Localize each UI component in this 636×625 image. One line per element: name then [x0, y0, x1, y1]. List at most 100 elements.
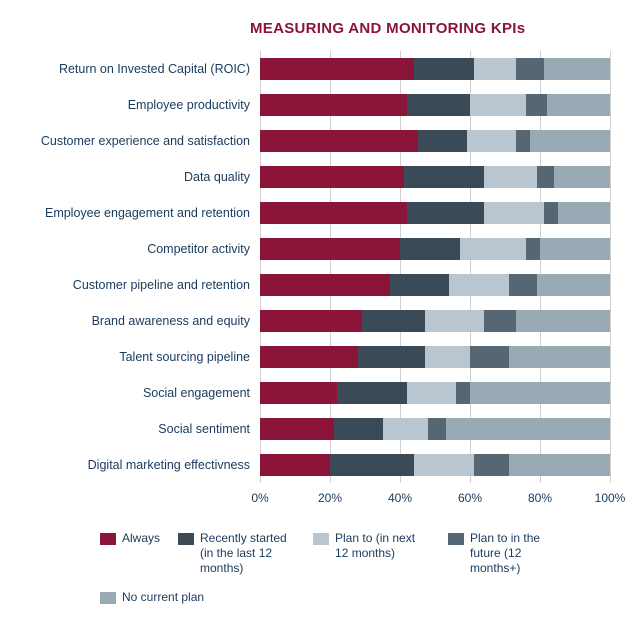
- x-tick-label: 0%: [251, 491, 268, 505]
- bar-segment-recent: [407, 94, 470, 116]
- bar-segment-noplan: [537, 274, 611, 296]
- bar-segment-plan12: [425, 346, 471, 368]
- bar-segment-noplan: [530, 130, 611, 152]
- bar-segment-noplan: [547, 94, 610, 116]
- bar-row: Brand awareness and equity: [30, 307, 616, 335]
- bar-segment-plan12: [449, 274, 509, 296]
- bar-segment-recent: [390, 274, 450, 296]
- bar-segment-plan12: [407, 382, 456, 404]
- bar-segment-planfut: [516, 130, 530, 152]
- bar-row: Digital marketing effectivness: [30, 451, 616, 479]
- bar-segment-always: [260, 58, 414, 80]
- bar-segment-planfut: [526, 238, 540, 260]
- legend: Always Recently started (in the last 12 m…: [100, 531, 616, 605]
- bar-track: [260, 418, 610, 440]
- bar-row: Talent sourcing pipeline: [30, 343, 616, 371]
- legend-swatch: [448, 533, 464, 545]
- bar-track: [260, 94, 610, 116]
- chart-title: MEASURING AND MONITORING KPIs: [250, 20, 616, 37]
- bar-segment-plan12: [460, 238, 527, 260]
- bar-segment-plan12: [467, 130, 516, 152]
- legend-label: Plan to (in next 12 months): [335, 531, 430, 561]
- bar-segment-planfut: [470, 346, 509, 368]
- bar-segment-noplan: [509, 346, 611, 368]
- bar-segment-plan12: [470, 94, 526, 116]
- legend-label: No current plan: [122, 590, 204, 605]
- legend-item: Recently started (in the last 12 months): [178, 531, 295, 576]
- bar-segment-noplan: [470, 382, 610, 404]
- bar-track: [260, 130, 610, 152]
- legend-swatch: [313, 533, 329, 545]
- bar-row: Employee productivity: [30, 91, 616, 119]
- bar-row-label: Social engagement: [30, 386, 260, 400]
- bar-segment-planfut: [544, 202, 558, 224]
- bar-segment-noplan: [446, 418, 611, 440]
- bar-segment-always: [260, 274, 390, 296]
- bar-row: Data quality: [30, 163, 616, 191]
- bar-row-label: Customer pipeline and retention: [30, 278, 260, 292]
- bar-track: [260, 382, 610, 404]
- bar-segment-recent: [334, 418, 383, 440]
- bar-row-label: Customer experience and satisfaction: [30, 134, 260, 148]
- bar-row: Social engagement: [30, 379, 616, 407]
- legend-label: Always: [122, 531, 160, 546]
- bar-row: Customer experience and satisfaction: [30, 127, 616, 155]
- bar-segment-planfut: [428, 418, 446, 440]
- bar-row: Customer pipeline and retention: [30, 271, 616, 299]
- bar-segment-planfut: [484, 310, 516, 332]
- bar-row-label: Brand awareness and equity: [30, 314, 260, 328]
- bar-segment-noplan: [540, 238, 610, 260]
- bar-segment-always: [260, 454, 330, 476]
- bar-row-label: Social sentiment: [30, 422, 260, 436]
- x-tick-label: 100%: [595, 491, 626, 505]
- bar-segment-always: [260, 130, 418, 152]
- bar-segment-noplan: [554, 166, 610, 188]
- bar-segment-recent: [414, 58, 474, 80]
- legend-swatch: [178, 533, 194, 545]
- bar-segment-planfut: [516, 58, 544, 80]
- bar-segment-noplan: [516, 310, 611, 332]
- bar-row: Competitor activity: [30, 235, 616, 263]
- chart-area: Return on Invested Capital (ROIC) Employe…: [30, 55, 616, 511]
- bar-segment-always: [260, 310, 362, 332]
- bar-segment-recent: [330, 454, 414, 476]
- legend-item: Plan to (in next 12 months): [313, 531, 430, 576]
- bar-segment-plan12: [383, 418, 429, 440]
- bar-segment-plan12: [414, 454, 474, 476]
- rows-wrap: Return on Invested Capital (ROIC) Employe…: [30, 55, 616, 479]
- bar-row-label: Return on Invested Capital (ROIC): [30, 62, 260, 76]
- legend-item: No current plan: [100, 590, 204, 605]
- bar-track: [260, 274, 610, 296]
- bar-row-label: Competitor activity: [30, 242, 260, 256]
- legend-item: Always: [100, 531, 160, 576]
- bar-segment-recent: [337, 382, 407, 404]
- bar-row-label: Employee productivity: [30, 98, 260, 112]
- bar-track: [260, 202, 610, 224]
- bar-segment-recent: [400, 238, 460, 260]
- bar-row-label: Data quality: [30, 170, 260, 184]
- bar-segment-always: [260, 382, 337, 404]
- bar-track: [260, 454, 610, 476]
- bar-track: [260, 346, 610, 368]
- bar-segment-always: [260, 202, 407, 224]
- bar-segment-planfut: [474, 454, 509, 476]
- legend-item: Plan to in the future (12 months+): [448, 531, 565, 576]
- bar-row-label: Digital marketing effectivness: [30, 458, 260, 472]
- bar-segment-planfut: [526, 94, 547, 116]
- bar-segment-plan12: [484, 166, 537, 188]
- bar-segment-recent: [404, 166, 485, 188]
- bar-row: Employee engagement and retention: [30, 199, 616, 227]
- bar-segment-plan12: [425, 310, 485, 332]
- legend-label: Recently started (in the last 12 months): [200, 531, 295, 576]
- bar-segment-planfut: [537, 166, 555, 188]
- x-tick-label: 80%: [528, 491, 552, 505]
- bar-segment-recent: [362, 310, 425, 332]
- bar-segment-always: [260, 238, 400, 260]
- bar-segment-recent: [418, 130, 467, 152]
- bar-segment-noplan: [544, 58, 611, 80]
- bar-segment-recent: [358, 346, 425, 368]
- bar-segment-noplan: [558, 202, 611, 224]
- bar-row: Return on Invested Capital (ROIC): [30, 55, 616, 83]
- legend-label: Plan to in the future (12 months+): [470, 531, 565, 576]
- bar-segment-planfut: [456, 382, 470, 404]
